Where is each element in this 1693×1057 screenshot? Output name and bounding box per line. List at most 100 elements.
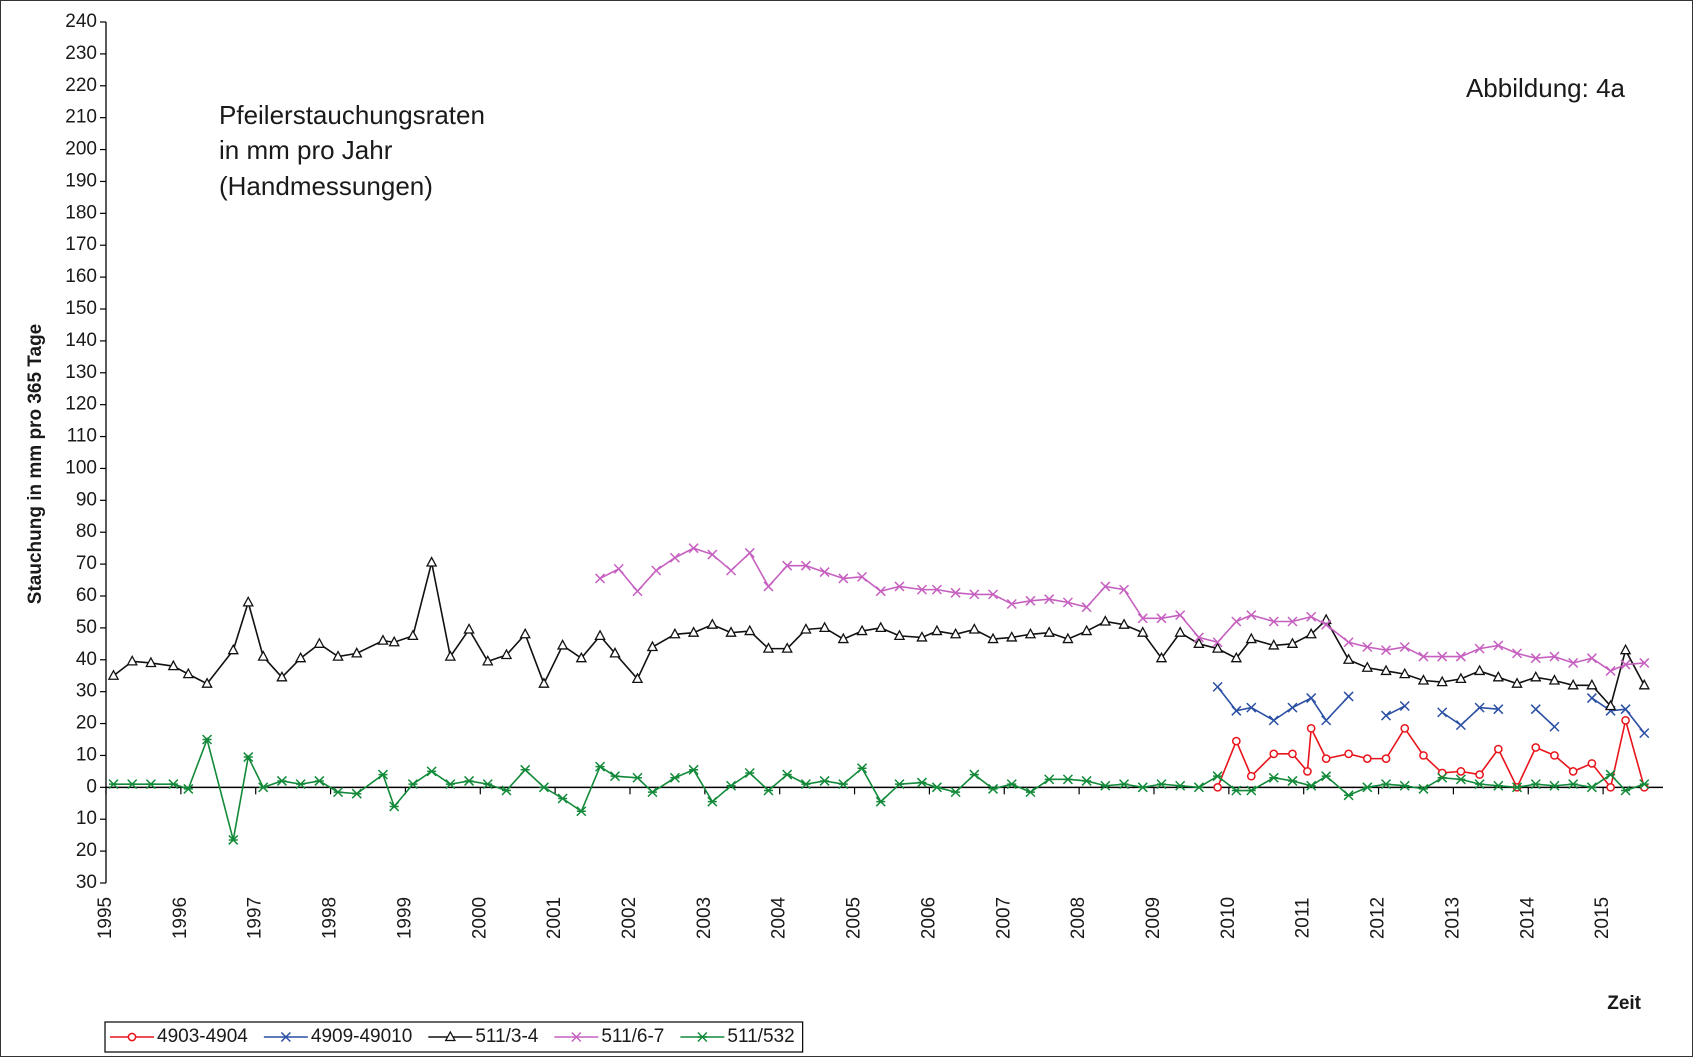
marker <box>1288 749 1297 759</box>
marker <box>875 621 887 633</box>
x-axis-label: Zeit <box>1607 993 1641 1014</box>
marker <box>127 1032 137 1042</box>
marker <box>1380 779 1392 790</box>
marker <box>333 787 344 798</box>
y-tick-label: 200 <box>65 139 97 160</box>
legend-label: 511/6-7 <box>601 1026 664 1047</box>
x-tick-label: 2006 <box>918 897 939 939</box>
marker <box>276 670 288 682</box>
marker <box>351 788 362 799</box>
marker <box>1137 626 1149 637</box>
y-tick-label: 170 <box>65 234 97 255</box>
marker <box>800 779 811 790</box>
marker <box>1006 631 1018 642</box>
y-tick-label: 90 <box>76 489 97 510</box>
marker <box>725 626 737 637</box>
x-tick-label: 2000 <box>469 897 490 939</box>
marker <box>1081 775 1092 786</box>
x-tick-label: 2002 <box>619 897 640 939</box>
x-tick-label: 2015 <box>1592 897 1613 939</box>
marker <box>1399 641 1410 653</box>
marker <box>314 775 325 786</box>
marker <box>1137 782 1148 793</box>
marker <box>1137 613 1148 624</box>
marker <box>968 623 981 634</box>
marker <box>594 629 606 641</box>
legend-label: 511/532 <box>727 1026 794 1047</box>
marker <box>571 1031 582 1043</box>
marker <box>931 782 942 793</box>
marker <box>893 629 906 641</box>
marker <box>1361 661 1374 672</box>
marker <box>632 772 643 783</box>
marker <box>377 634 389 645</box>
marker <box>669 552 680 563</box>
y-tick-label: 20 <box>76 840 97 861</box>
marker <box>1269 749 1279 759</box>
marker <box>1044 774 1055 785</box>
marker <box>1455 651 1466 662</box>
marker <box>1437 772 1448 783</box>
marker <box>1620 785 1631 796</box>
x-tick-label: 1996 <box>170 897 191 939</box>
marker <box>1118 618 1130 629</box>
marker <box>168 779 179 790</box>
marker <box>388 635 400 647</box>
marker <box>688 543 699 554</box>
marker <box>726 780 737 791</box>
marker <box>1006 598 1017 610</box>
marker <box>1268 772 1279 783</box>
y-tick-label: 60 <box>76 585 97 606</box>
marker <box>407 629 419 641</box>
x-tick-label: 2004 <box>769 896 790 939</box>
marker <box>1436 675 1448 687</box>
x-tick-label: 2001 <box>544 897 565 939</box>
marker <box>1306 723 1316 733</box>
marker <box>1119 584 1130 595</box>
marker <box>1080 624 1093 636</box>
marker <box>1306 780 1317 791</box>
marker <box>1530 779 1541 790</box>
marker <box>1212 681 1223 692</box>
marker <box>257 650 269 661</box>
marker <box>126 655 138 666</box>
y-tick-label: 50 <box>76 617 97 638</box>
marker <box>482 655 494 666</box>
marker <box>1549 721 1560 732</box>
marker <box>556 639 569 650</box>
marker <box>1306 611 1317 622</box>
marker <box>1231 616 1242 627</box>
marker <box>1473 664 1486 676</box>
y-tick-label: 10 <box>76 808 97 829</box>
marker <box>1062 632 1074 644</box>
marker <box>609 771 621 782</box>
marker <box>501 785 512 796</box>
marker <box>744 547 755 558</box>
marker <box>1620 659 1631 670</box>
marker <box>1343 637 1354 648</box>
marker <box>280 1031 291 1043</box>
marker <box>538 677 550 688</box>
marker <box>1568 779 1579 790</box>
marker <box>444 1030 457 1042</box>
x-tick-label: 2009 <box>1143 897 1164 939</box>
marker <box>464 775 475 786</box>
y-tick-label: 70 <box>76 553 97 574</box>
marker <box>1437 707 1448 718</box>
marker <box>276 775 287 786</box>
marker <box>916 584 927 595</box>
marker <box>1567 678 1579 690</box>
marker <box>1381 754 1391 763</box>
marker <box>1549 651 1560 662</box>
marker <box>1620 704 1631 715</box>
marker <box>687 626 700 637</box>
annotation: Pfeilerstauchungsraten <box>219 100 485 130</box>
legend: 4903-4904 4909-49010 511/3-4 511/6-7 511/532 <box>104 1021 804 1053</box>
marker <box>819 567 830 578</box>
marker <box>819 775 830 786</box>
marker <box>595 761 606 772</box>
y-tick-label: 20 <box>76 713 97 734</box>
marker <box>1418 651 1429 662</box>
marker <box>183 783 194 794</box>
marker <box>1320 613 1332 625</box>
